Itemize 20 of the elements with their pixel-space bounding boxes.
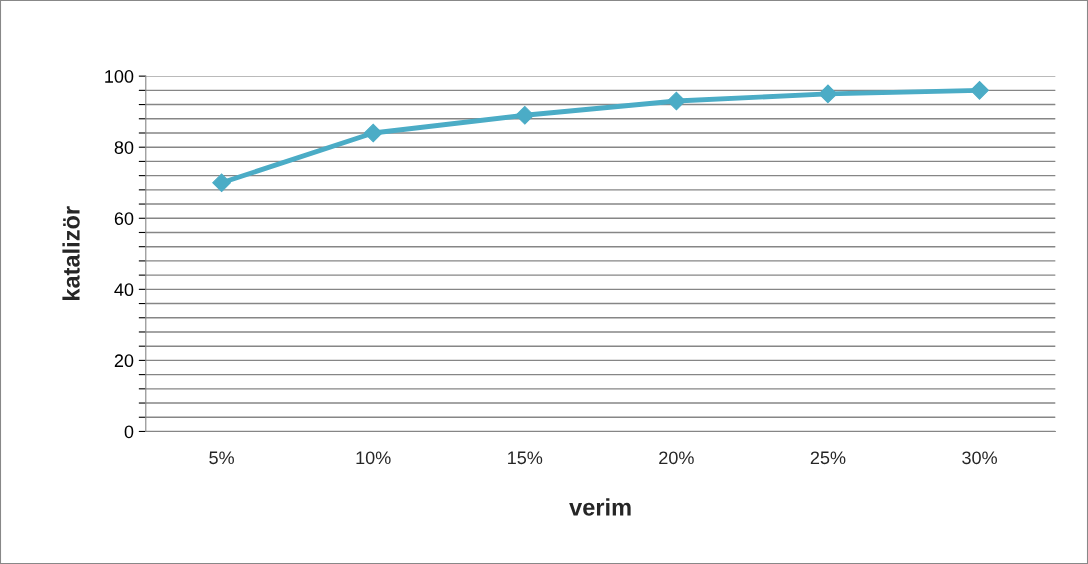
point <box>970 80 989 100</box>
point <box>515 105 535 125</box>
x-tick-label: 5% <box>209 451 234 465</box>
x-tick-label: 25% <box>810 451 846 465</box>
y-tick-label: 20 <box>114 354 134 368</box>
point <box>212 173 231 193</box>
y-tick-label: 40 <box>114 283 134 297</box>
y-tick-label: 80 <box>114 141 134 154</box>
x-tick-label: 10% <box>356 451 391 465</box>
point <box>363 123 383 143</box>
x-tick-label: 30% <box>962 451 997 465</box>
y-tick-label: 60 <box>114 212 134 225</box>
y-tick-label: 0 <box>124 425 134 439</box>
y-axis-title: katalizör <box>62 206 80 301</box>
point <box>818 84 838 104</box>
point <box>667 91 686 111</box>
x-tick-label: 20% <box>659 451 694 465</box>
y-tick-label: 100 <box>105 70 134 83</box>
x-tick-label: 15% <box>508 451 543 465</box>
x-axis-title: verim <box>569 498 631 516</box>
